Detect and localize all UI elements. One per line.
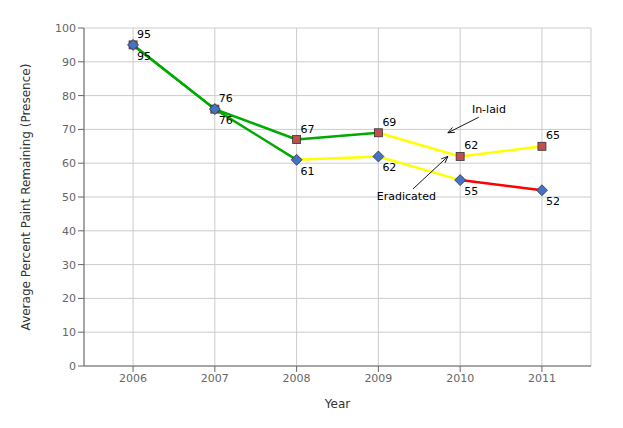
svg-text:95: 95 [137,50,151,63]
svg-text:Eradicated: Eradicated [377,190,436,203]
svg-text:Year: Year [324,397,350,411]
svg-text:60: 60 [62,157,76,170]
svg-text:62: 62 [464,139,478,152]
svg-text:95: 95 [137,28,151,41]
svg-text:76: 76 [219,114,233,127]
svg-text:2007: 2007 [201,372,229,385]
svg-text:76: 76 [219,92,233,105]
svg-text:40: 40 [62,225,76,238]
svg-text:0: 0 [69,360,76,373]
svg-text:In-laid: In-laid [472,103,506,116]
svg-text:61: 61 [301,165,315,178]
svg-text:62: 62 [382,161,396,174]
svg-text:65: 65 [546,129,560,142]
svg-text:55: 55 [464,185,478,198]
svg-text:10: 10 [62,326,76,339]
svg-text:30: 30 [62,259,76,272]
svg-text:2006: 2006 [119,372,147,385]
svg-text:2010: 2010 [446,372,474,385]
svg-text:69: 69 [382,116,396,129]
svg-text:52: 52 [546,195,560,208]
svg-text:2011: 2011 [528,372,556,385]
svg-text:2009: 2009 [364,372,392,385]
svg-text:20: 20 [62,292,76,305]
svg-text:67: 67 [301,123,315,136]
svg-text:90: 90 [62,56,76,69]
svg-text:100: 100 [55,22,76,35]
svg-text:2008: 2008 [283,372,311,385]
svg-text:80: 80 [62,90,76,103]
svg-text:Average Percent Paint Remainin: Average Percent Paint Remaining (Presenc… [19,64,33,331]
svg-text:70: 70 [62,123,76,136]
svg-text:50: 50 [62,191,76,204]
